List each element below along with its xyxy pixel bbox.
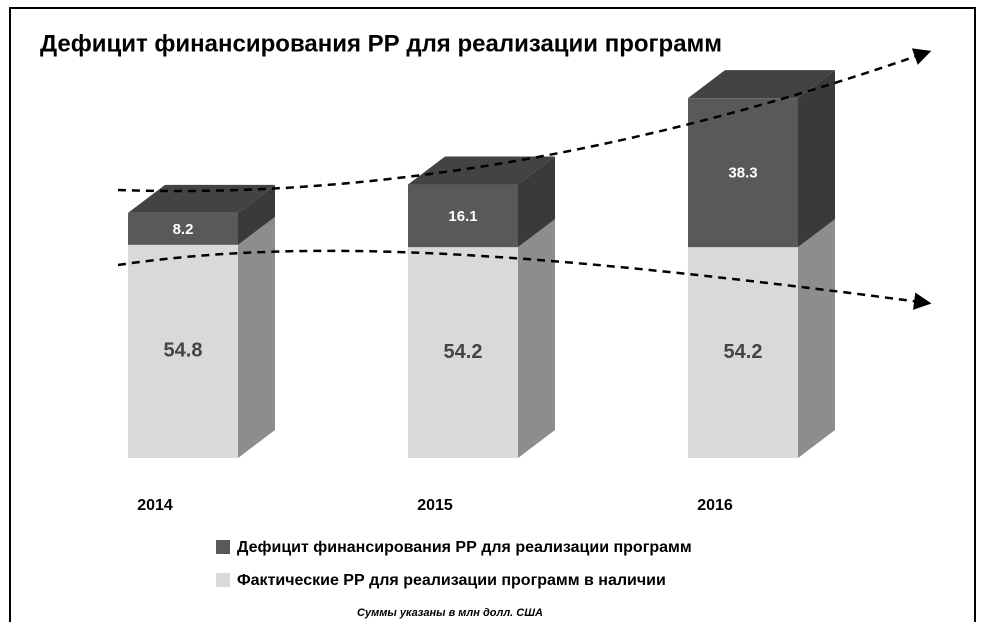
- bar-segment: [688, 98, 798, 248]
- bar-segment: [128, 212, 238, 245]
- data-label: 54.2: [724, 341, 763, 363]
- legend-label: Дефицит финансирования РР для реализации…: [237, 539, 692, 556]
- bar-side: [238, 184, 275, 245]
- bar-segment: [128, 244, 238, 458]
- x-tick-label: 2014: [137, 497, 173, 514]
- bar-top: [408, 156, 555, 185]
- data-label: 54.2: [444, 341, 483, 363]
- x-tick-label: 2015: [417, 497, 453, 514]
- bars: 54.8 8.2 54.2 16.1 54.2 38.3: [128, 70, 835, 458]
- legend-swatch: [216, 540, 230, 554]
- data-label: 54.8: [164, 340, 203, 362]
- data-label: 8.2: [173, 221, 194, 238]
- x-tick-label: 2016: [697, 497, 733, 514]
- trend-arrow: [117, 249, 932, 310]
- chart-title: Дефицит финансирования РР для реализации…: [40, 30, 722, 57]
- trend-arrow: [117, 48, 932, 193]
- bar-side: [238, 216, 275, 458]
- legend-swatch: [216, 573, 230, 587]
- data-label: 38.3: [728, 165, 757, 182]
- frame: [9, 7, 976, 622]
- bar-segment: [408, 247, 518, 458]
- footnote: Суммы указаны в млн долл. США: [357, 607, 543, 619]
- legend-label: Фактические РР для реализации программ в…: [237, 572, 666, 589]
- bar-side: [798, 219, 835, 458]
- bar-side: [518, 156, 555, 248]
- bar-top: [688, 70, 835, 99]
- bar-segment: [688, 247, 798, 458]
- bar-side: [518, 219, 555, 458]
- bar-segment: [408, 184, 518, 248]
- data-label: 16.1: [448, 208, 477, 225]
- bar-side: [798, 70, 835, 248]
